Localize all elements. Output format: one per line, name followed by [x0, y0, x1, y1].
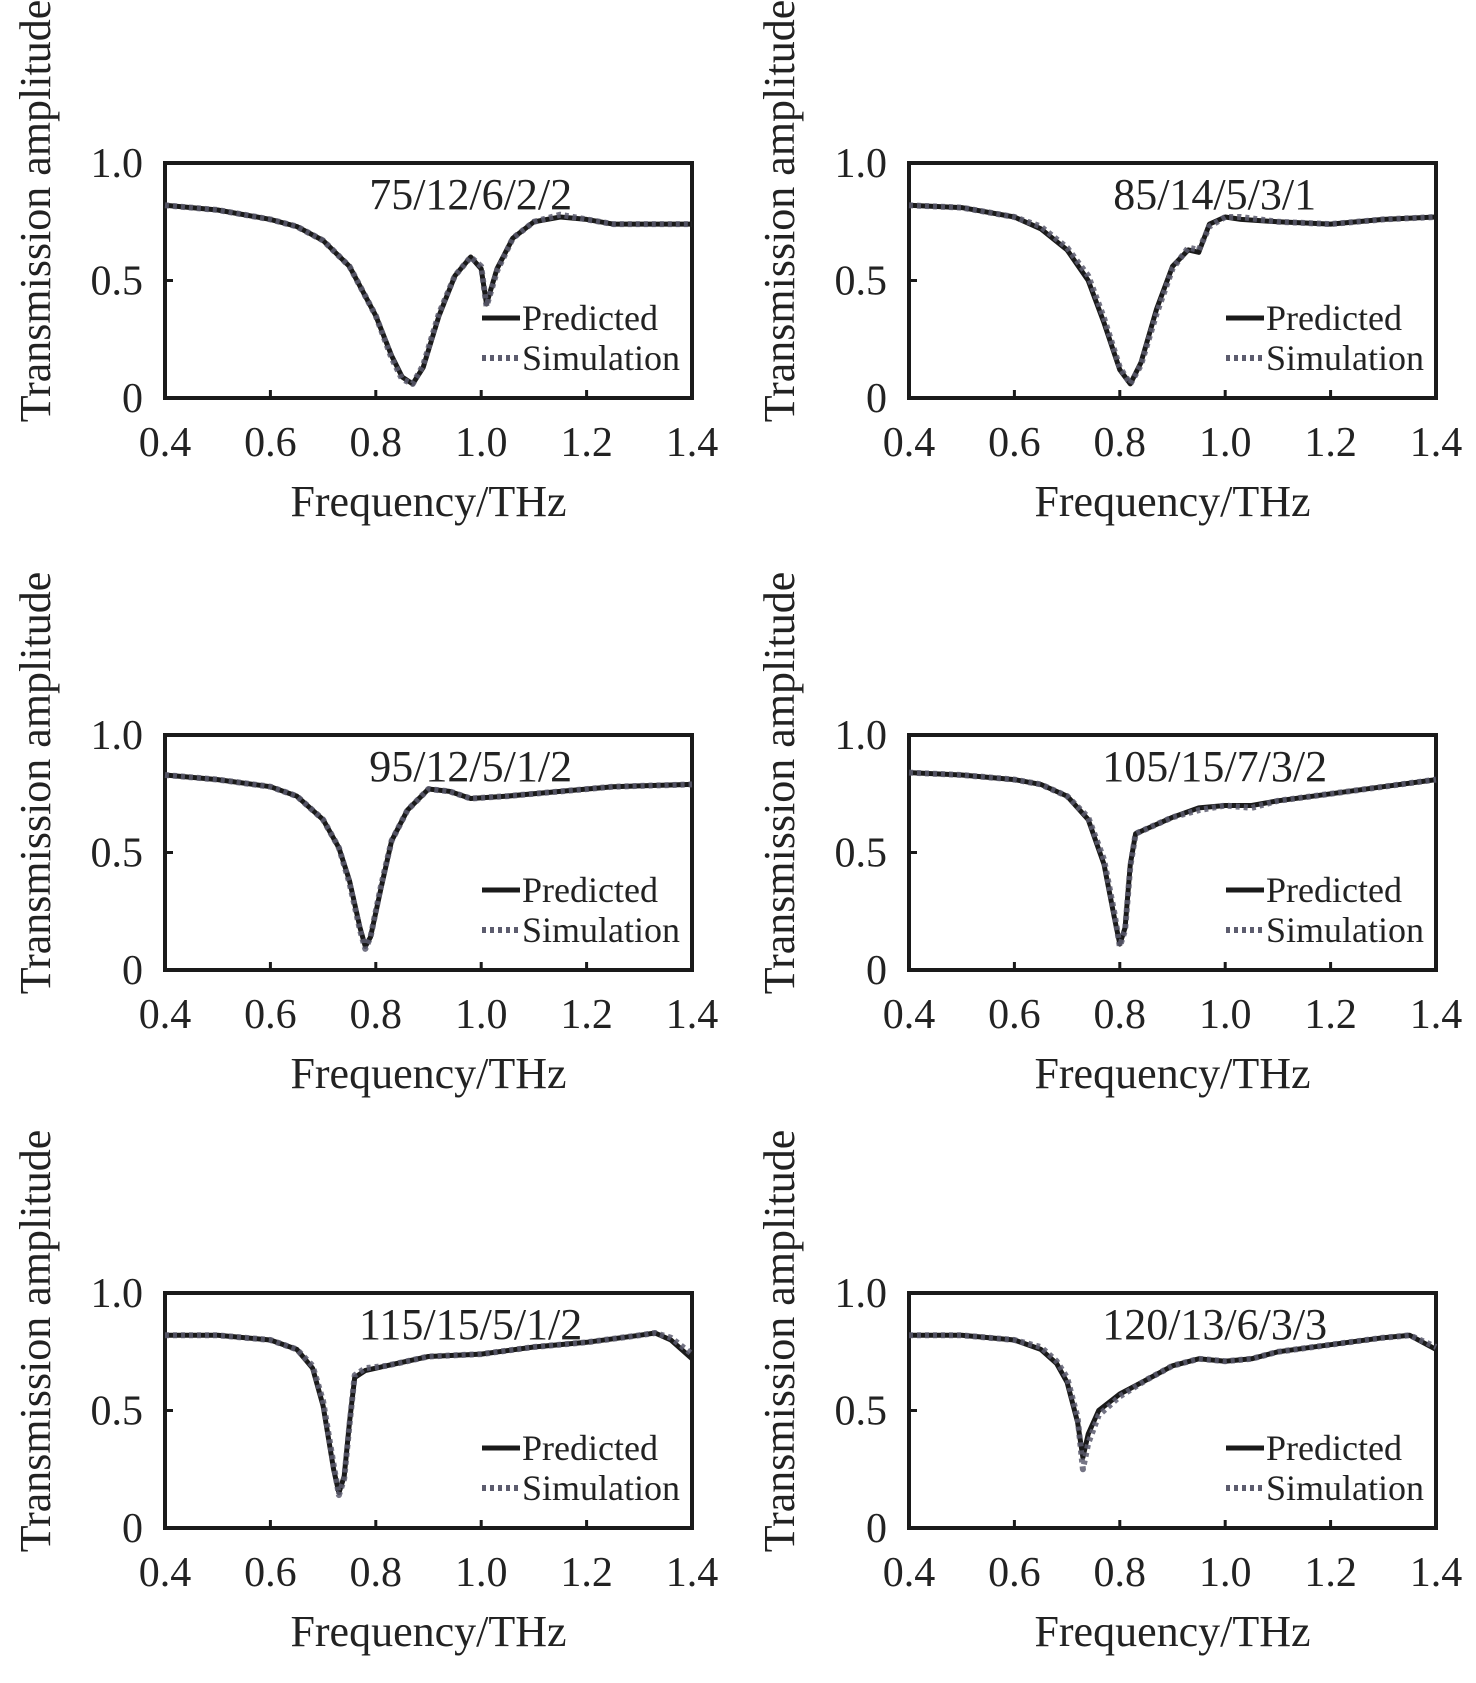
legend-label-predicted: Predicted [1266, 298, 1402, 338]
y-tick-label: 0 [866, 1506, 887, 1552]
panel-title: 120/13/6/3/3 [1102, 1300, 1327, 1349]
panel-title: 95/12/5/1/2 [369, 742, 572, 791]
x-tick-label: 1.4 [1410, 420, 1463, 466]
x-tick-label: 0.8 [350, 992, 403, 1038]
legend-label-predicted: Predicted [1266, 870, 1402, 910]
legend-label-predicted: Predicted [522, 298, 658, 338]
x-tick-label: 1.2 [1304, 1550, 1357, 1596]
legend-label-predicted: Predicted [1266, 1428, 1402, 1468]
x-tick-label: 1.2 [560, 992, 613, 1038]
y-tick-label: 0.5 [91, 1389, 144, 1435]
y-tick-label: 1.0 [91, 1271, 144, 1317]
panel-title: 85/14/5/3/1 [1113, 170, 1316, 219]
panel-title: 105/15/7/3/2 [1102, 742, 1327, 791]
x-tick-label: 0.4 [883, 992, 936, 1038]
x-tick-label: 0.4 [139, 420, 192, 466]
legend-label-simulation: Simulation [1266, 338, 1424, 378]
legend-label-simulation: Simulation [1266, 910, 1424, 950]
chart-panel-5: 0.4 0.6 0.8 1.0 1.2 1.4 0 0.5 1.0 Frequency/THz Tr… [11, 1130, 718, 1656]
chart-panel-4: 0.4 0.6 0.8 1.0 1.2 1.4 0 0.5 1.0 Frequency/THz Tr… [755, 572, 1462, 1098]
x-tick-label: 0.4 [883, 420, 936, 466]
legend-label-simulation: Simulation [522, 910, 680, 950]
y-tick-label: 1.0 [91, 713, 144, 759]
x-tick-label: 0.8 [1094, 992, 1147, 1038]
x-axis-label: Frequency/THz [1034, 477, 1310, 526]
x-tick-label: 1.4 [666, 992, 719, 1038]
x-tick-label: 0.8 [350, 420, 403, 466]
series-line-simulation [165, 1330, 694, 1499]
x-tick-label: 1.4 [666, 1550, 719, 1596]
legend-label-simulation: Simulation [1266, 1468, 1424, 1508]
legend-label-simulation: Simulation [522, 1468, 680, 1508]
x-tick-label: 0.6 [244, 1550, 297, 1596]
x-tick-label: 1.4 [1410, 992, 1463, 1038]
x-tick-label: 0.6 [244, 992, 297, 1038]
x-tick-label: 0.4 [139, 1550, 192, 1596]
legend-label-predicted: Predicted [522, 1428, 658, 1468]
y-axis-label: Transmission amplitude [755, 1130, 804, 1553]
x-tick-label: 1.0 [1199, 1550, 1252, 1596]
x-tick-label: 1.4 [666, 420, 719, 466]
y-axis-label: Transmission amplitude [755, 572, 804, 995]
x-axis-label: Frequency/THz [1034, 1049, 1310, 1098]
x-tick-label: 1.0 [455, 1550, 508, 1596]
y-tick-label: 0 [122, 948, 143, 994]
x-tick-label: 1.2 [1304, 992, 1357, 1038]
y-axis-label: Transmission amplitude [11, 572, 60, 995]
y-tick-label: 1.0 [91, 141, 144, 187]
panel-title: 75/12/6/2/2 [369, 170, 572, 219]
x-tick-label: 1.0 [455, 420, 508, 466]
x-axis-label: Frequency/THz [1034, 1607, 1310, 1656]
x-tick-label: 1.0 [455, 992, 508, 1038]
legend-label-predicted: Predicted [522, 870, 658, 910]
y-axis-label: Transmission amplitude [11, 0, 60, 422]
x-tick-label: 0.6 [244, 420, 297, 466]
y-axis-label: Transmission amplitude [11, 1130, 60, 1553]
y-tick-label: 0 [122, 1506, 143, 1552]
y-tick-label: 0 [122, 376, 143, 422]
series-line-simulation [909, 1332, 1438, 1473]
x-tick-label: 0.6 [988, 1550, 1041, 1596]
chart-panel-3: 0.4 0.6 0.8 1.0 1.2 1.4 0 0.5 1.0 Frequency/THz Tr… [11, 572, 718, 1098]
chart-panel-1: 0.4 0.6 0.8 1.0 1.2 1.4 0 0.5 1.0 Frequency/THz Tr… [11, 0, 718, 526]
y-tick-label: 0.5 [835, 1389, 888, 1435]
y-tick-label: 1.0 [835, 1271, 888, 1317]
y-tick-label: 0 [866, 948, 887, 994]
x-tick-label: 0.4 [883, 1550, 936, 1596]
x-tick-label: 0.6 [988, 420, 1041, 466]
y-tick-label: 1.0 [835, 141, 888, 187]
chart-panel-2: 0.4 0.6 0.8 1.0 1.2 1.4 0 0.5 1.0 Frequency/THz Tr… [755, 0, 1462, 526]
series-line-simulation [908, 202, 1437, 387]
y-tick-label: 0.5 [91, 259, 144, 305]
x-tick-label: 0.6 [988, 992, 1041, 1038]
y-tick-label: 0.5 [835, 259, 888, 305]
x-tick-label: 1.4 [1410, 1550, 1463, 1596]
x-tick-label: 0.4 [139, 992, 192, 1038]
y-tick-label: 0.5 [91, 831, 144, 877]
y-tick-label: 1.0 [835, 713, 888, 759]
series-line-simulation [164, 202, 692, 387]
x-tick-label: 1.2 [560, 1550, 613, 1596]
series-line-simulation [908, 769, 1437, 950]
x-tick-label: 0.8 [350, 1550, 403, 1596]
panel-title: 115/15/5/1/2 [359, 1300, 582, 1349]
x-axis-label: Frequency/THz [290, 477, 566, 526]
y-tick-label: 0.5 [835, 831, 888, 877]
x-axis-label: Frequency/THz [290, 1607, 566, 1656]
x-axis-label: Frequency/THz [290, 1049, 566, 1098]
x-tick-label: 0.8 [1094, 1550, 1147, 1596]
series-line-simulation [164, 772, 693, 952]
x-tick-label: 0.8 [1094, 420, 1147, 466]
legend-label-simulation: Simulation [522, 338, 680, 378]
y-axis-label: Transmission amplitude [755, 0, 804, 422]
x-tick-label: 1.2 [1304, 420, 1357, 466]
x-tick-label: 1.0 [1199, 420, 1252, 466]
x-tick-label: 1.2 [560, 420, 613, 466]
x-tick-label: 1.0 [1199, 992, 1252, 1038]
chart-panel-6: 0.4 0.6 0.8 1.0 1.2 1.4 0 0.5 1.0 Frequency/THz Tr… [755, 1130, 1462, 1656]
y-tick-label: 0 [866, 376, 887, 422]
